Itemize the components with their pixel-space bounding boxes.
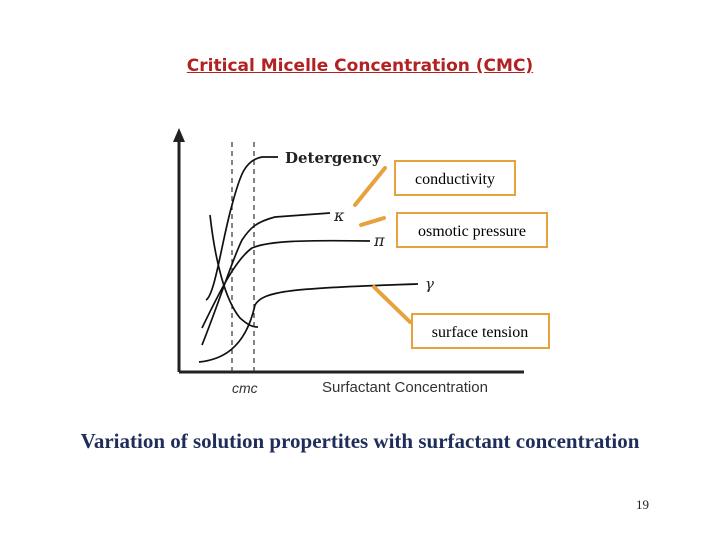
conductivity-connector bbox=[353, 166, 387, 207]
pi-label: π bbox=[373, 231, 385, 250]
detergency-curve bbox=[205, 156, 278, 301]
gamma-label: γ bbox=[425, 275, 434, 293]
conductivity-curve bbox=[201, 212, 331, 346]
kappa-label: κ bbox=[333, 206, 345, 225]
page-number: 19 bbox=[636, 497, 649, 512]
osmotic-connector bbox=[359, 216, 386, 227]
cmc-region bbox=[231, 142, 255, 372]
conductivity-callout: conductivity bbox=[394, 160, 516, 196]
figure-caption: Variation of solution propertites with s… bbox=[80, 429, 640, 453]
surface-tension-text: surface tension bbox=[432, 324, 528, 341]
slide-title: Critical Micelle Concentration (CMC) bbox=[186, 56, 534, 76]
detergency-label: Detergency bbox=[285, 149, 382, 167]
falling-curve bbox=[209, 214, 259, 328]
surface-tension-connector bbox=[372, 285, 412, 324]
conductivity-text: conductivity bbox=[415, 171, 495, 188]
osmotic-pressure-curve bbox=[201, 239, 371, 329]
surface-tension-curve bbox=[198, 283, 419, 363]
y-axis-arrow-icon bbox=[173, 128, 185, 142]
axes bbox=[173, 128, 524, 374]
osmotic-pressure-callout: osmotic pressure bbox=[396, 212, 548, 248]
cmc-label: cmc bbox=[232, 380, 258, 396]
x-axis-label: Surfactant Concentration bbox=[322, 379, 488, 396]
callout-connectors bbox=[353, 166, 412, 324]
osmotic-pressure-text: osmotic pressure bbox=[418, 223, 526, 240]
surface-tension-callout: surface tension bbox=[411, 313, 550, 349]
